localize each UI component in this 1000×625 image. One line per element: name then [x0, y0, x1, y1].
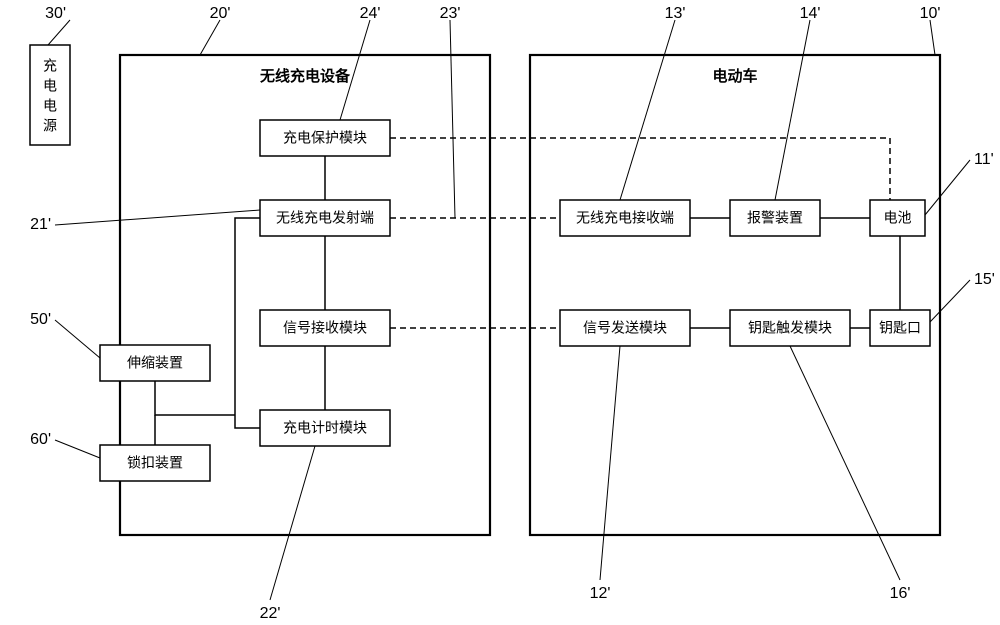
ref-label-30': 30': [45, 5, 66, 22]
ref-label-20': 20': [210, 5, 231, 22]
box-keyhole-label: 钥匙口: [879, 320, 921, 336]
ref-label-13': 13': [665, 5, 686, 22]
box-sigtx-label: 信号发送模块: [583, 320, 667, 336]
box-sigrx-label: 信号接收模块: [283, 320, 367, 336]
ref-label-23': 23': [440, 5, 461, 22]
box-rx-label: 无线充电接收端: [576, 210, 674, 226]
ref-label-24': 24': [360, 5, 381, 22]
box-telescope-label: 伸缩装置: [127, 355, 183, 371]
ref-label-50': 50': [30, 311, 51, 328]
ref-label-16': 16': [890, 585, 911, 602]
ref-label-22': 22': [260, 605, 281, 622]
box-battery-label: 电池: [884, 210, 912, 226]
box-timer-label: 充电计时模块: [283, 420, 367, 436]
box-power-label-2: 电: [43, 98, 57, 114]
ref-label-14': 14': [800, 5, 821, 22]
charger-title: 无线充电设备: [259, 67, 351, 85]
ref-label-15': 15': [974, 271, 995, 288]
ref-label-12': 12': [590, 585, 611, 602]
block-diagram: 无线充电设备电动车充电电源充电保护模块无线充电发射端信号接收模块充电计时模块伸缩…: [0, 0, 1000, 625]
box-power-label-3: 源: [43, 118, 57, 134]
ref-label-21': 21': [30, 216, 51, 233]
box-protect-label: 充电保护模块: [283, 130, 367, 146]
vehicle-title: 电动车: [712, 67, 757, 85]
ref-label-10': 10': [920, 5, 941, 22]
box-tx-label: 无线充电发射端: [276, 210, 374, 226]
box-power-label-1: 电: [43, 78, 57, 94]
box-alarm-label: 报警装置: [747, 210, 803, 226]
ref-label-11': 11': [974, 151, 994, 168]
ref-label-60': 60': [30, 431, 51, 448]
box-keytrig-label: 钥匙触发模块: [748, 320, 832, 336]
box-lock-label: 锁扣装置: [127, 455, 183, 471]
box-power-label-0: 充: [43, 58, 57, 74]
